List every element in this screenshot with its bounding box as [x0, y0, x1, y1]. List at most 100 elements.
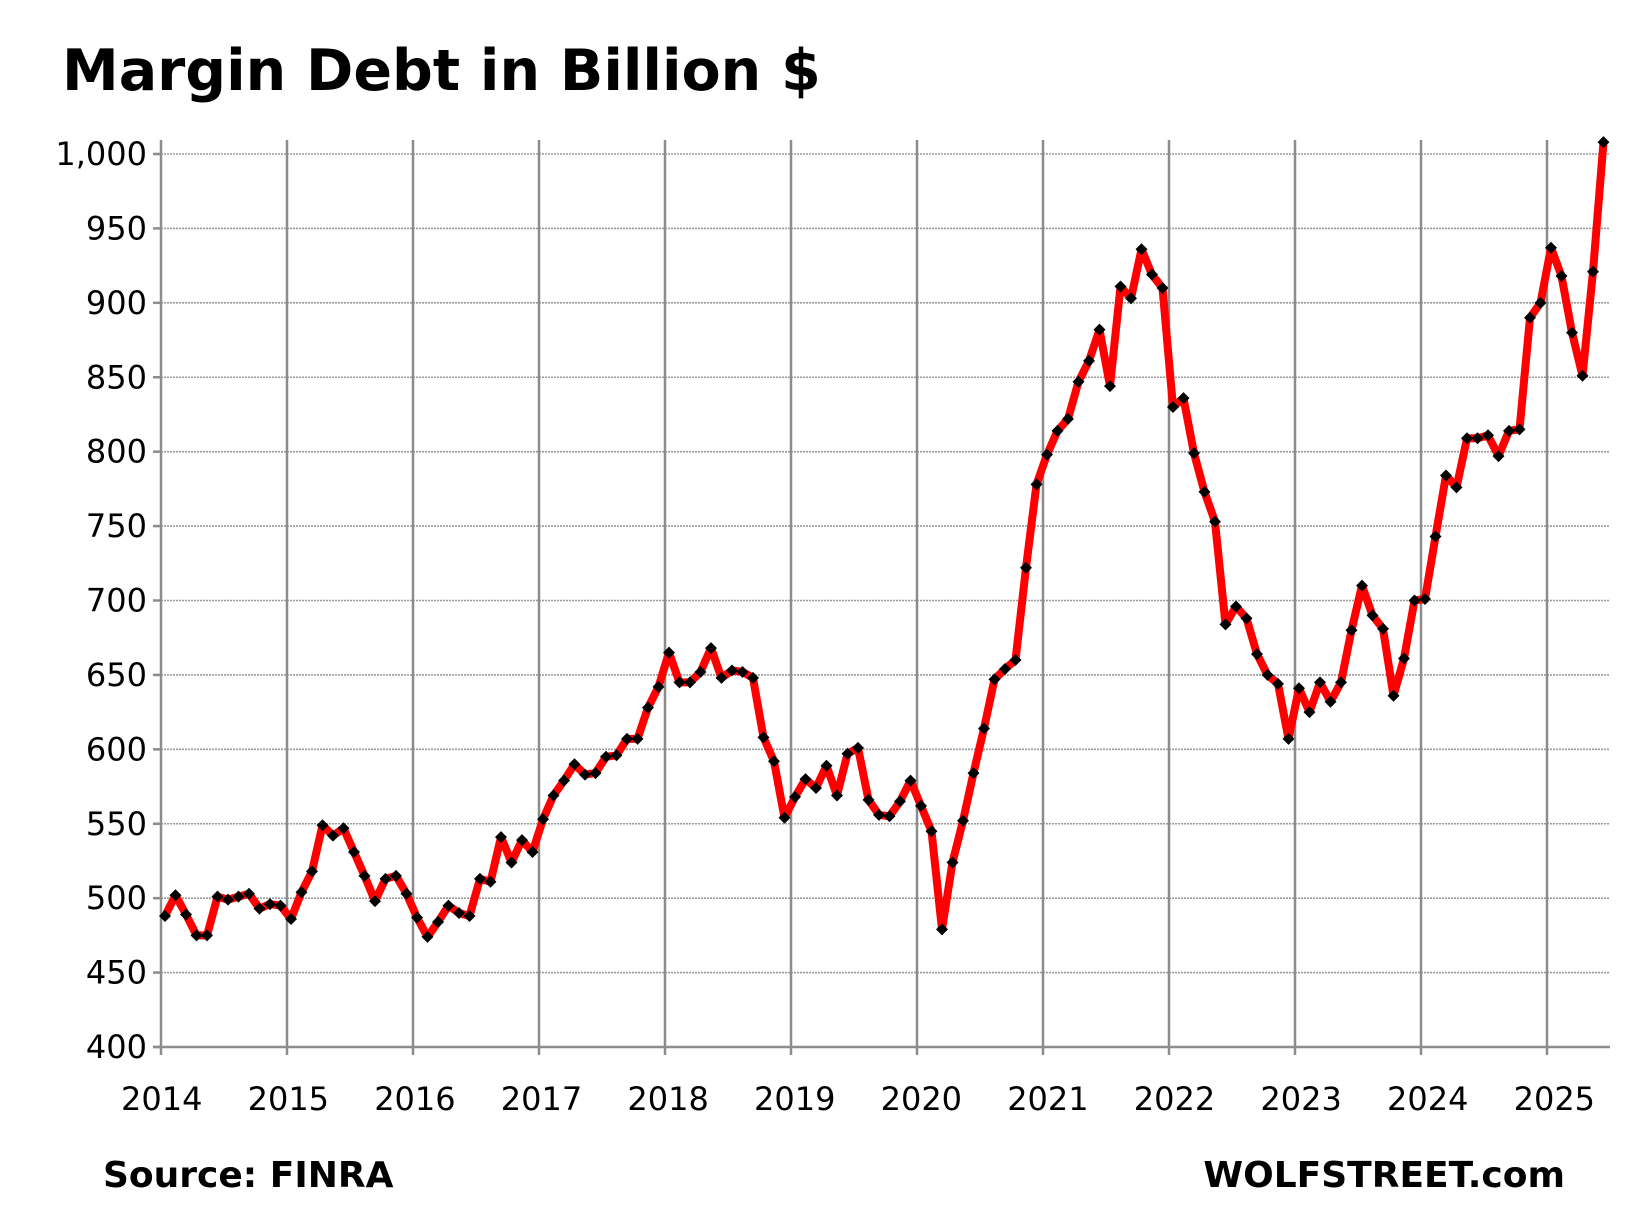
data-point-marker [358, 869, 371, 882]
data-point-marker [642, 701, 654, 714]
data-point-marker [1272, 677, 1284, 690]
data-point-marker [652, 680, 665, 693]
data-point-marker [789, 790, 801, 803]
x-tick-label: 2021 [1007, 1080, 1088, 1118]
data-point-marker [253, 902, 266, 915]
y-tick-label: 850 [86, 358, 147, 396]
x-tick-label: 2016 [374, 1080, 455, 1118]
data-point-marker [736, 665, 749, 678]
data-point-marker [442, 899, 455, 912]
x-tick-label: 2018 [627, 1080, 708, 1118]
data-point-marker [1198, 485, 1211, 498]
data-point-marker [211, 890, 224, 903]
series-markers [159, 136, 1610, 943]
data-point-marker [673, 676, 686, 689]
data-point-marker [1534, 296, 1547, 309]
data-point-marker [1471, 432, 1484, 445]
data-point-marker [327, 829, 339, 842]
data-point-marker [1524, 311, 1536, 324]
x-tick-label: 2020 [881, 1080, 962, 1118]
data-point-marker [862, 793, 875, 806]
data-point-marker [600, 750, 612, 763]
data-point-marker [348, 846, 360, 859]
y-tick-label: 750 [86, 507, 147, 545]
data-point-marker [1566, 326, 1578, 339]
data-point-marker [1513, 423, 1526, 436]
x-tick-label: 2015 [248, 1080, 329, 1118]
data-point-marker [180, 908, 192, 921]
data-point-marker [1429, 530, 1442, 543]
data-point-marker [516, 834, 528, 847]
data-point-marker [558, 774, 570, 787]
data-point-marker [505, 856, 518, 869]
data-point-marker [1303, 706, 1316, 719]
data-point-marker [841, 747, 854, 760]
data-point-marker [1356, 579, 1368, 592]
data-point-marker [1398, 652, 1410, 665]
data-point-marker [159, 910, 171, 923]
x-tick-label: 2014 [121, 1080, 202, 1118]
data-point-marker [768, 755, 780, 768]
data-point-marker [757, 731, 770, 744]
data-point-marker [201, 929, 213, 942]
data-point-marker [264, 898, 276, 911]
data-point-marker [337, 822, 350, 835]
series-line [161, 138, 1608, 941]
series-line-layer [161, 138, 1608, 941]
x-tick-label: 2019 [754, 1080, 835, 1118]
y-tick-label: 600 [86, 730, 147, 768]
data-point-marker [1576, 369, 1589, 382]
data-point-marker [190, 929, 203, 942]
data-point-marker [978, 722, 990, 735]
y-tick-label: 950 [86, 209, 147, 247]
data-point-marker [1177, 392, 1190, 405]
data-point-marker [390, 869, 402, 882]
data-point-marker [1492, 450, 1505, 463]
data-point-marker [1135, 243, 1148, 256]
data-point-marker [1083, 354, 1095, 367]
y-tick-label: 900 [86, 284, 147, 322]
data-point-marker [1293, 682, 1305, 695]
data-point-marker [894, 795, 906, 808]
data-point-marker [883, 810, 896, 823]
data-point-marker [547, 789, 560, 802]
data-point-marker [1209, 515, 1221, 528]
data-point-marker [1251, 648, 1263, 661]
data-point-marker [621, 732, 633, 745]
data-point-marker [495, 831, 507, 844]
data-point-marker [925, 825, 938, 838]
data-point-marker [568, 758, 581, 771]
data-point-marker [610, 749, 623, 762]
data-point-marker [957, 814, 969, 827]
data-point-marker [726, 664, 738, 677]
data-point-marker [810, 782, 822, 795]
y-tick-label: 500 [86, 879, 147, 917]
data-point-marker [316, 819, 329, 832]
data-point-marker [453, 907, 465, 920]
x-tick-label: 2024 [1387, 1080, 1468, 1118]
data-point-marker [694, 665, 707, 678]
data-point-marker [526, 846, 539, 859]
data-point-marker [873, 808, 885, 821]
axes [153, 140, 1610, 1055]
data-point-marker [1104, 380, 1116, 393]
data-point-marker [1261, 668, 1274, 681]
y-tick-label: 550 [86, 805, 147, 843]
data-point-marker [432, 915, 444, 928]
data-point-marker [222, 893, 234, 906]
data-point-marker [715, 671, 728, 684]
data-point-marker [1167, 401, 1179, 414]
chart-title: Margin Debt in Billion $ [62, 38, 821, 104]
data-point-marker [999, 662, 1011, 675]
data-point-marker [684, 676, 696, 689]
data-point-marker [946, 856, 959, 869]
data-point-marker [1020, 561, 1032, 574]
data-point-marker [705, 642, 717, 655]
data-point-marker [1125, 292, 1137, 305]
data-point-marker [411, 911, 423, 924]
data-point-marker [1314, 676, 1326, 689]
data-point-marker [631, 732, 644, 745]
data-point-marker [579, 768, 591, 781]
y-tick-label: 800 [86, 433, 147, 471]
